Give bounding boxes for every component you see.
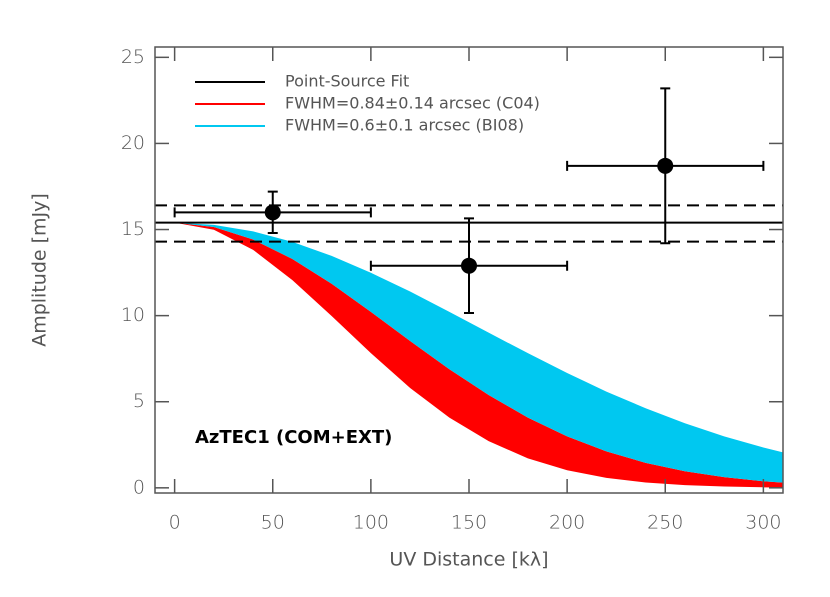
y-tick-label: 0 (133, 476, 145, 498)
y-tick-label: 25 (121, 46, 145, 68)
x-tick-label: 50 (261, 512, 285, 534)
legend-label: FWHM=0.84±0.14 arcsec (C04) (285, 94, 540, 113)
x-axis-label: UV Distance [kλ] (389, 549, 548, 571)
x-tick-label: 100 (353, 512, 389, 534)
x-tick-label: 0 (169, 512, 181, 534)
data-point (461, 257, 477, 274)
annotation: AzTEC1 (COM+EXT) (195, 427, 392, 448)
x-tick-label: 250 (647, 512, 683, 534)
legend-label: FWHM=0.6±0.1 arcsec (BI08) (285, 116, 524, 135)
legend-label: Point-Source Fit (285, 72, 409, 91)
y-axis-label: Amplitude [mJy] (29, 193, 51, 347)
data-point (264, 204, 281, 221)
y-tick-label: 5 (133, 390, 145, 412)
y-tick-label: 10 (121, 304, 145, 326)
band (174, 222, 783, 488)
x-tick-label: 300 (745, 512, 781, 534)
y-tick-label: 15 (121, 218, 145, 240)
data-point (657, 157, 674, 174)
band (174, 222, 783, 483)
x-tick-label: 150 (451, 512, 487, 534)
y-tick-label: 20 (121, 132, 145, 154)
x-tick-label: 200 (549, 512, 585, 534)
